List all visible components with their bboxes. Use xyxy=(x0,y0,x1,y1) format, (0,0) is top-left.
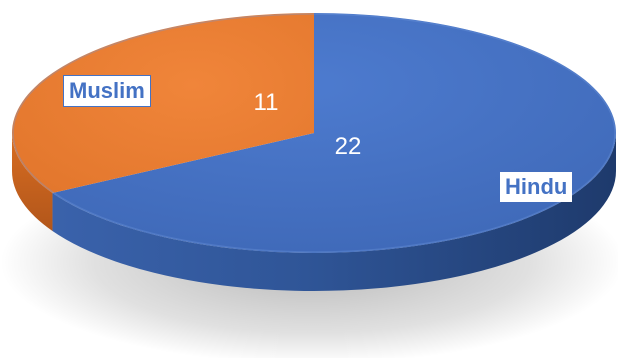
data-label-muslim: 11 xyxy=(254,89,279,116)
pie-slice-muslim xyxy=(11,13,315,193)
pie-side-hindu xyxy=(52,133,616,291)
pie-top-rim xyxy=(12,13,616,253)
data-label-hindu: 22 xyxy=(335,133,362,160)
pie-slice-hindu xyxy=(52,13,616,253)
pie-side-muslim xyxy=(12,133,53,231)
category-label-hindu: Hindu xyxy=(500,172,573,202)
category-label-muslim: Muslim xyxy=(63,75,151,107)
